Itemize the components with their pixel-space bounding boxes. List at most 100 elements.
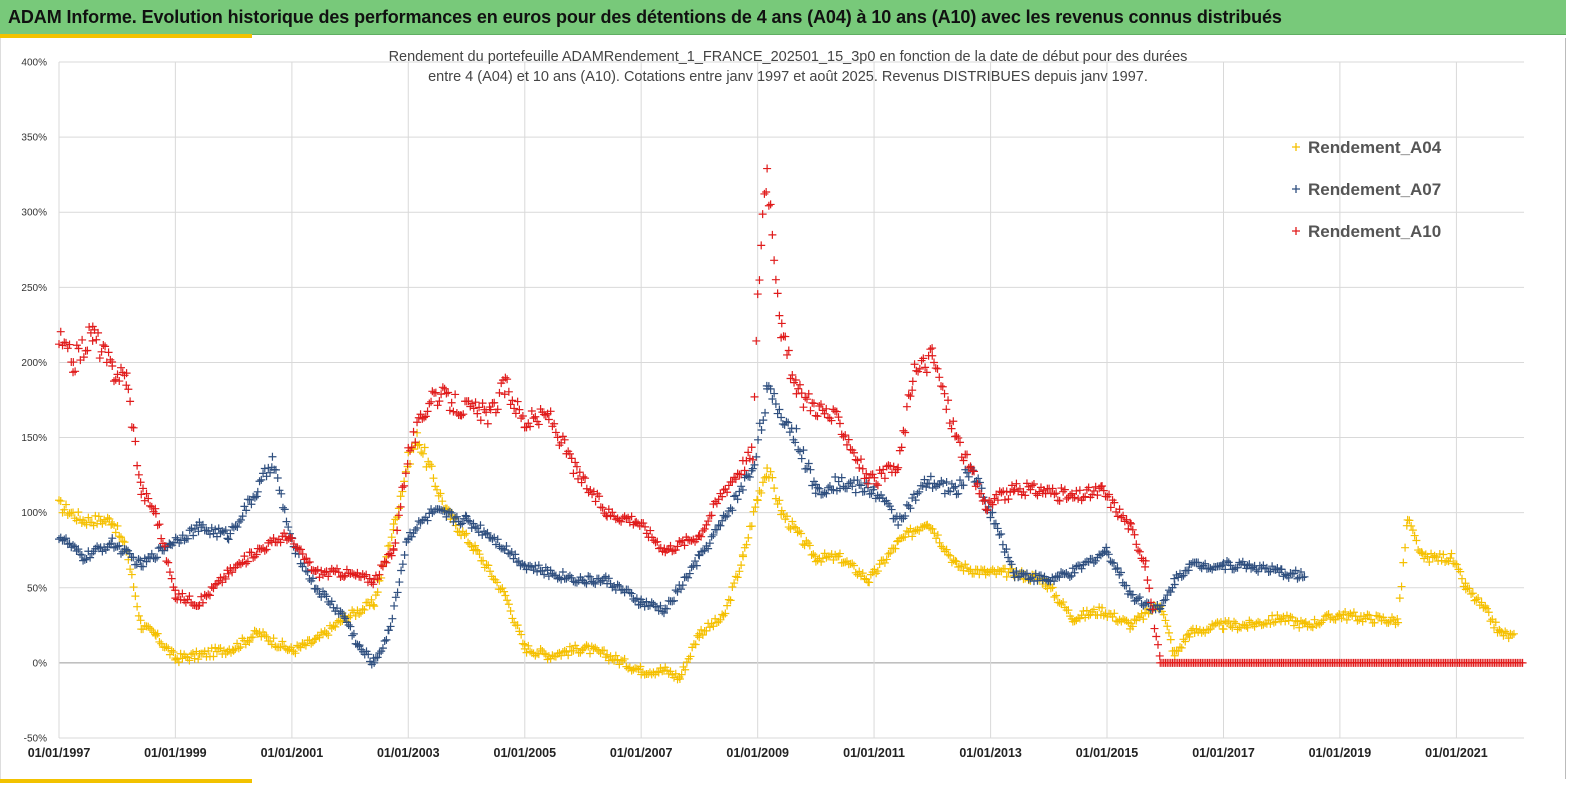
data-point — [1022, 479, 1031, 488]
data-point — [162, 557, 171, 566]
data-point — [1490, 623, 1499, 632]
data-point — [749, 507, 758, 516]
data-point — [930, 358, 939, 367]
data-point — [526, 422, 535, 431]
data-point — [1420, 554, 1429, 563]
data-point — [675, 674, 684, 683]
data-point — [697, 532, 706, 541]
data-point — [990, 494, 999, 503]
data-point — [691, 640, 700, 649]
data-point — [357, 645, 366, 654]
data-point — [187, 650, 196, 659]
data-point — [1322, 611, 1331, 620]
data-point — [1141, 600, 1150, 609]
data-point — [742, 540, 751, 549]
data-point — [944, 396, 953, 405]
data-point — [548, 651, 557, 660]
data-point — [860, 474, 869, 483]
data-point — [390, 601, 399, 610]
data-point — [937, 382, 946, 391]
data-point — [127, 423, 136, 432]
data-point — [705, 539, 714, 548]
data-point — [818, 406, 827, 415]
data-point — [360, 605, 369, 614]
data-point — [437, 390, 446, 399]
data-point — [387, 551, 396, 560]
data-point — [1113, 564, 1122, 573]
legend-marker — [1292, 227, 1300, 235]
data-point — [113, 521, 122, 530]
data-point — [1486, 617, 1495, 626]
data-point — [513, 621, 522, 630]
data-point — [553, 649, 562, 658]
data-point — [212, 532, 221, 541]
data-point — [142, 489, 151, 498]
data-point — [473, 409, 482, 418]
data-point — [870, 473, 879, 482]
data-point — [236, 516, 245, 525]
data-point — [791, 438, 800, 447]
data-point — [931, 364, 940, 373]
data-point — [785, 428, 794, 437]
data-point — [1166, 587, 1175, 596]
data-point — [1170, 580, 1179, 589]
chart-frame — [0, 38, 1566, 779]
accent-bar-top — [0, 34, 252, 38]
data-point — [841, 431, 850, 440]
data-point — [949, 417, 958, 426]
data-point — [174, 658, 183, 667]
y-tick-label: 250% — [21, 283, 47, 294]
data-point — [503, 375, 512, 384]
data-point — [144, 622, 153, 631]
data-point — [411, 438, 420, 447]
data-point — [373, 653, 382, 662]
data-point — [1208, 620, 1217, 629]
data-point — [784, 418, 793, 427]
data-point — [342, 565, 351, 574]
data-point — [582, 579, 591, 588]
data-point — [548, 569, 557, 578]
data-point — [189, 531, 198, 540]
data-point — [1226, 622, 1235, 631]
data-point — [1508, 630, 1517, 639]
data-point — [117, 363, 126, 372]
data-point — [1408, 526, 1417, 535]
data-point — [469, 404, 478, 413]
data-point — [1072, 562, 1081, 571]
data-point — [963, 450, 972, 459]
data-point — [445, 406, 454, 415]
data-point — [111, 528, 120, 537]
data-point — [1177, 643, 1186, 652]
data-point — [490, 398, 499, 407]
data-point — [462, 529, 471, 538]
data-point — [761, 408, 770, 417]
data-point — [985, 496, 994, 505]
data-point — [219, 646, 228, 655]
data-point — [951, 482, 960, 491]
data-point — [146, 624, 155, 633]
data-point — [571, 458, 580, 467]
data-point — [827, 485, 836, 494]
data-point — [946, 551, 955, 560]
data-point — [1137, 609, 1146, 618]
data-point — [750, 392, 759, 401]
data-point — [1075, 486, 1084, 495]
data-point — [1224, 617, 1233, 626]
data-point — [875, 560, 884, 569]
data-point — [904, 528, 913, 537]
data-point — [1113, 512, 1122, 521]
data-point — [816, 400, 825, 409]
data-point — [807, 550, 816, 559]
data-point — [768, 230, 777, 239]
data-point — [966, 462, 975, 471]
data-point — [108, 519, 117, 528]
data-point — [747, 522, 756, 531]
data-point — [721, 512, 730, 521]
data-point — [69, 358, 78, 367]
data-point — [702, 626, 711, 635]
data-point — [1337, 614, 1346, 623]
data-point — [753, 290, 762, 299]
data-point — [157, 534, 166, 543]
data-point — [178, 654, 187, 663]
data-point — [512, 558, 521, 567]
